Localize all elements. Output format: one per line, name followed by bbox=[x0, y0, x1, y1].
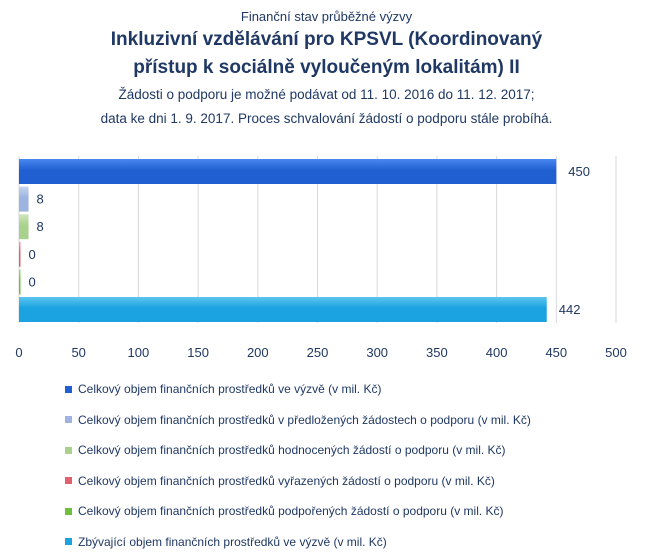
bar-value-label: 450 bbox=[568, 164, 590, 179]
chart-titles: Finanční stav průběžné výzvy Inkluzivní … bbox=[0, 0, 653, 128]
legend-swatch bbox=[65, 416, 72, 424]
x-tick-label: 450 bbox=[545, 345, 567, 360]
chart-title-line1: Inkluzivní vzdělávání pro KPSVL (Koordin… bbox=[110, 29, 543, 50]
legend-item-3: Celkový objem finančních prostředků hodn… bbox=[65, 435, 645, 466]
legend-label: Celkový objem finančních prostředků v př… bbox=[78, 412, 531, 427]
bar-5 bbox=[19, 269, 21, 295]
legend-label: Celkový objem finančních prostředků podp… bbox=[78, 504, 504, 519]
bars bbox=[19, 159, 557, 322]
legend-swatch bbox=[65, 446, 72, 454]
x-tick-label: 50 bbox=[71, 345, 85, 360]
legend-label: Celkový objem finančních prostředků hodn… bbox=[78, 443, 506, 458]
bar-value-label: 8 bbox=[37, 192, 44, 207]
legend-item-1: Celkový objem finančních prostředků ve v… bbox=[65, 374, 645, 405]
bar-value-label: 442 bbox=[559, 302, 581, 317]
bar-3 bbox=[19, 214, 29, 240]
bar-6 bbox=[19, 297, 547, 322]
x-tick-label: 100 bbox=[128, 345, 150, 360]
bar-value-label: 0 bbox=[29, 247, 36, 262]
bar-value-label: 8 bbox=[37, 219, 44, 234]
bar-value-label: 0 bbox=[29, 274, 36, 289]
chart-legend: Celkový objem finančních prostředků ve v… bbox=[65, 374, 645, 557]
x-tick-label: 400 bbox=[486, 345, 508, 360]
legend-item-5: Celkový objem finančních prostředků podp… bbox=[65, 496, 645, 527]
x-tick-label: 250 bbox=[307, 345, 329, 360]
bar-4 bbox=[19, 241, 21, 267]
chart-supertitle: Finanční stav průběžné výzvy bbox=[240, 9, 413, 24]
legend-item-4: Celkový objem finančních prostředků vyřa… bbox=[65, 466, 645, 497]
x-tick-label: 350 bbox=[426, 345, 448, 360]
chart-subtitle-line1: Žádosti o podporu je možné podávat od 11… bbox=[118, 87, 535, 102]
bar-2 bbox=[19, 186, 29, 212]
x-tick-label: 0 bbox=[15, 345, 22, 360]
legend-swatch bbox=[65, 507, 72, 515]
legend-label: Celkový objem finančních prostředků ve v… bbox=[78, 382, 382, 397]
x-tick-label: 300 bbox=[366, 345, 388, 360]
legend-swatch bbox=[65, 477, 72, 485]
legend-label: Celkový objem finančních prostředků vyřa… bbox=[78, 473, 495, 488]
legend-item-6: Zbývající objem finančních prostředků ve… bbox=[65, 527, 645, 558]
legend-swatch bbox=[65, 538, 72, 546]
bar-1 bbox=[19, 159, 557, 184]
legend-label: Zbývající objem finančních prostředků ve… bbox=[78, 534, 387, 549]
legend-swatch bbox=[65, 385, 72, 393]
x-tick-label: 200 bbox=[247, 345, 269, 360]
x-tick-label: 150 bbox=[187, 345, 209, 360]
chart-title-line2: přístup k sociálně vyloučeným lokalitám)… bbox=[133, 57, 520, 78]
legend-item-2: Celkový objem finančních prostředků v př… bbox=[65, 405, 645, 436]
chart-subtitle-line2: data ke dni 1. 9. 2017. Proces schvalová… bbox=[100, 111, 553, 126]
x-tick-labels: 0 50 100 150 200 250 300 350 400 450 500 bbox=[15, 345, 626, 360]
x-tick-label: 500 bbox=[605, 345, 627, 360]
